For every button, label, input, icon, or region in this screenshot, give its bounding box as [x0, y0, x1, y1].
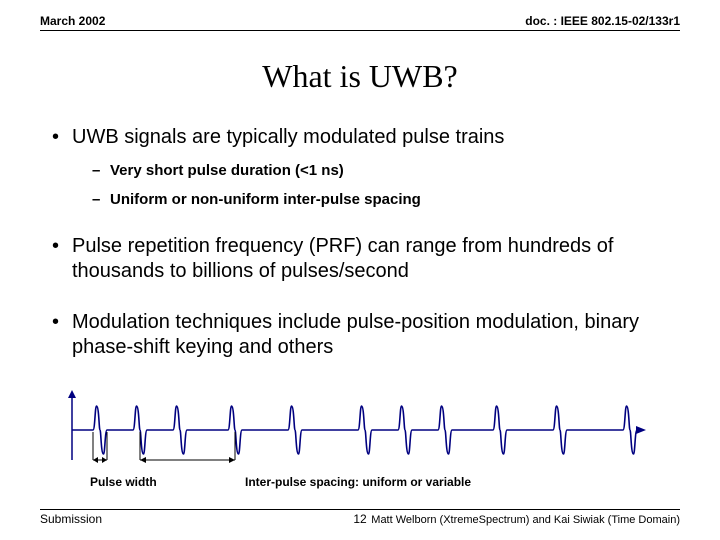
inter-pulse-spacing-label: Inter-pulse spacing: uniform or variable — [245, 475, 471, 489]
page-title: What is UWB? — [0, 58, 720, 95]
header-doc-id: doc. : IEEE 802.15-02/133r1 — [525, 14, 680, 28]
bullet-3: Modulation techniques include pulse-posi… — [50, 310, 670, 360]
header-date: March 2002 — [40, 14, 105, 28]
bullet-1: UWB signals are typically modulated puls… — [50, 125, 670, 150]
header: March 2002 doc. : IEEE 802.15-02/133r1 — [40, 14, 680, 31]
footer-submission: Submission — [40, 512, 102, 526]
bullet-2: Pulse repetition frequency (PRF) can ran… — [50, 234, 670, 284]
footer-page-number: 12 — [353, 512, 366, 526]
pulse-width-label: Pulse width — [90, 475, 157, 489]
pulse-svg — [60, 390, 650, 470]
bullet-1-sub-1: Very short pulse duration (<1 ns) — [50, 162, 670, 179]
bullet-1-sub-2: Uniform or non-uniform inter-pulse spaci… — [50, 191, 670, 208]
footer-authors: Matt Welborn (XtremeSpectrum) and Kai Si… — [371, 514, 680, 526]
footer: Submission 12 Matt Welborn (XtremeSpectr… — [40, 509, 680, 526]
pulse-diagram — [60, 390, 650, 470]
content-area: UWB signals are typically modulated puls… — [50, 125, 670, 372]
